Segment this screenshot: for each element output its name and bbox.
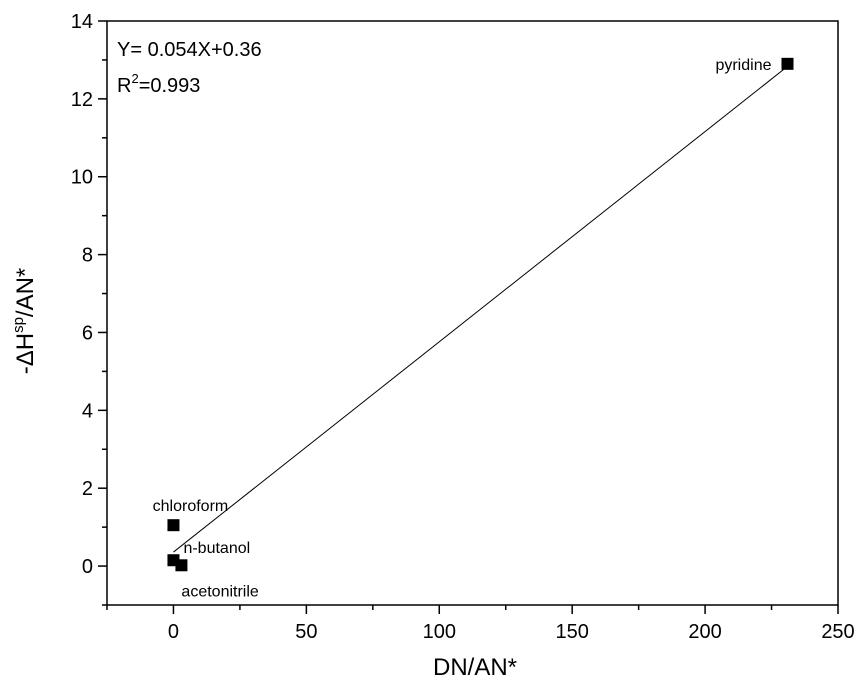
x-tick-label: 0 (168, 621, 179, 643)
x-tick-label: 50 (295, 621, 317, 643)
equation-annotation: Y= 0.054X+0.36 (117, 39, 262, 61)
r-squared-prefix: R (117, 75, 131, 97)
y-axis-title: -ΔHsp/AN* (10, 268, 39, 375)
x-axis-title: DN/AN* (433, 654, 517, 681)
point-acetonitrile-label: acetonitrile (181, 583, 258, 600)
plot-frame (106, 20, 839, 606)
r-squared-suffix: =0.993 (139, 75, 201, 97)
point-pyridine-marker (781, 57, 794, 70)
y-axis-title-superscript: sp (10, 317, 27, 333)
y-axis-ticks: 0 2 4 6 8 10 12 14 (71, 11, 107, 606)
r-squared-superscript: 2 (131, 71, 138, 86)
r-squared-annotation: R2=0.993 (117, 71, 200, 97)
point-acetonitrile-marker (175, 559, 188, 572)
point-pyridine-label: pyridine (715, 57, 771, 74)
y-tick-label: 12 (71, 89, 93, 111)
y-tick-label: 8 (82, 245, 93, 267)
point-labels: pyridine chloroform n-butanol acetonitrile (153, 57, 772, 600)
y-tick-label: 2 (82, 478, 93, 500)
fit-line (173, 66, 788, 553)
y-tick-label: 10 (71, 167, 93, 189)
y-axis-title-suffix: /AN* (12, 268, 39, 317)
y-tick-label: 6 (82, 322, 93, 344)
point-n-butanol-label: n-butanol (183, 540, 250, 557)
y-tick-label: 4 (82, 400, 93, 422)
data-points (167, 57, 794, 572)
point-chloroform-label: chloroform (153, 498, 229, 515)
y-tick-label: 0 (82, 556, 93, 578)
x-tick-label: 100 (423, 621, 456, 643)
x-tick-label: 200 (688, 621, 721, 643)
x-tick-label: 150 (555, 621, 588, 643)
x-tick-label: 250 (821, 621, 854, 643)
y-tick-label: 14 (71, 11, 93, 33)
y-axis-title-prefix: -ΔH (12, 333, 39, 374)
point-chloroform-marker (167, 519, 180, 532)
x-axis-ticks: 0 50 100 150 200 250 (106, 605, 855, 643)
